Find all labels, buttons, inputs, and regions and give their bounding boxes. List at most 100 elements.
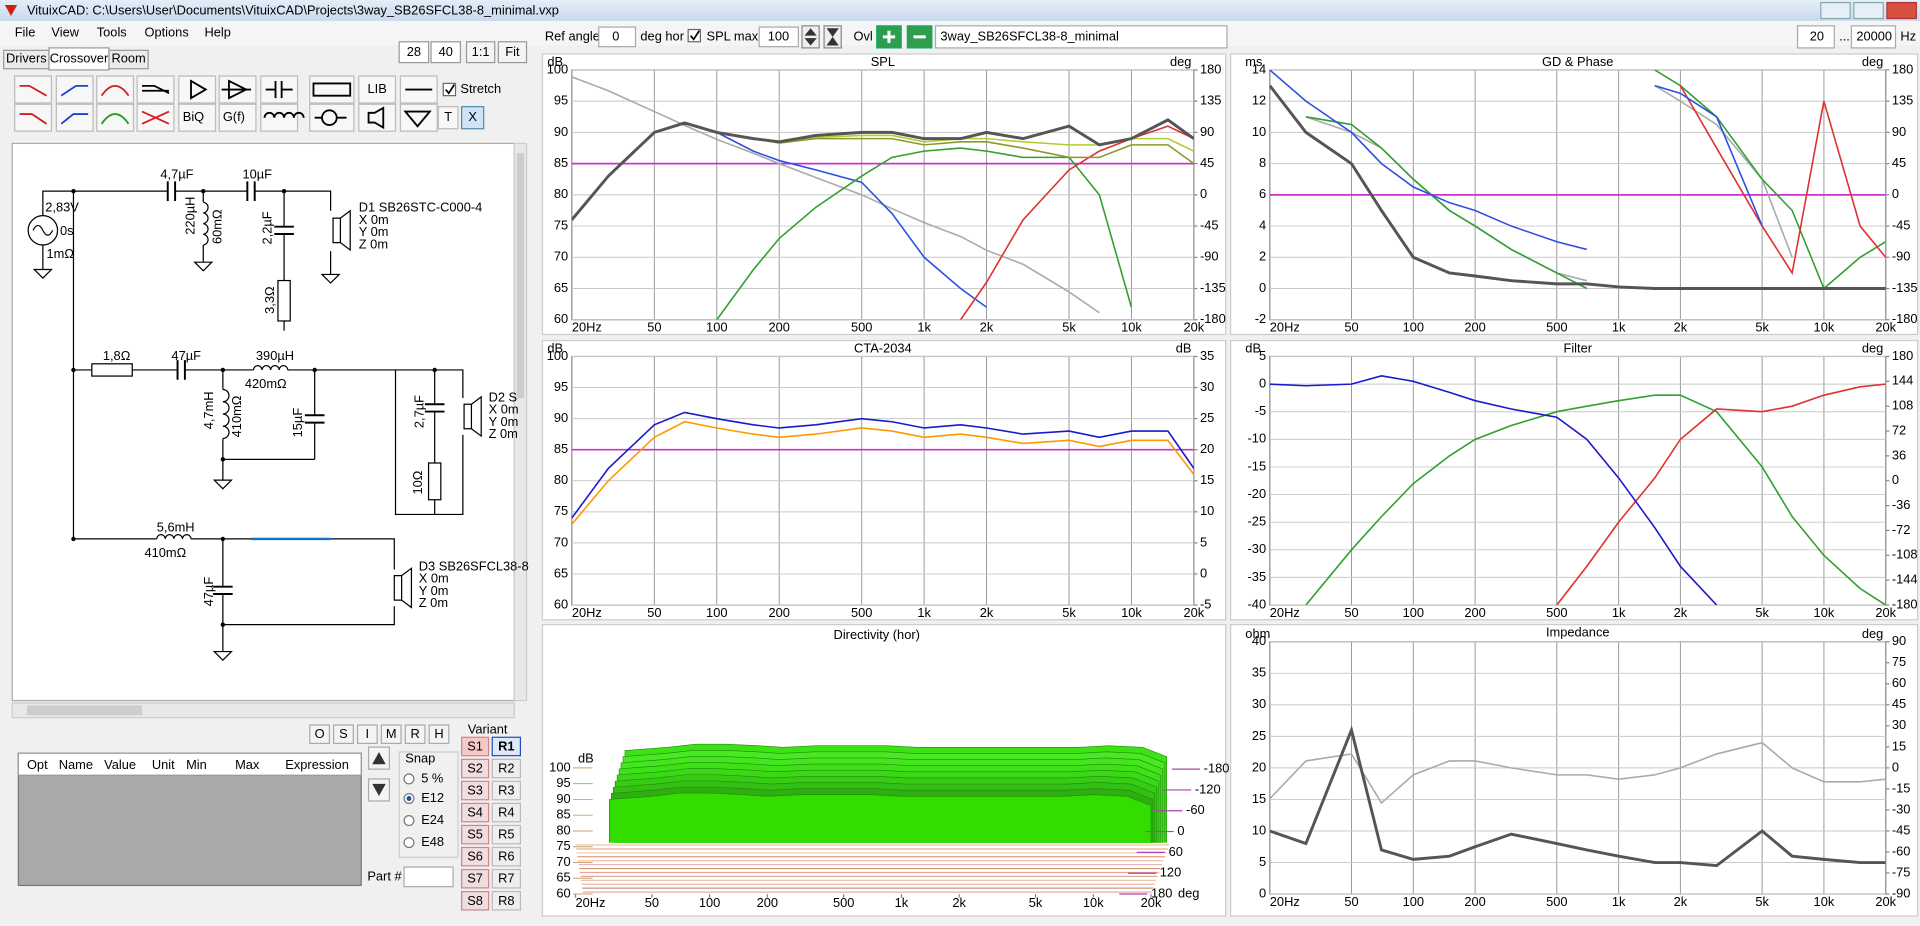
zoom-input[interactable] [430,41,462,64]
radio[interactable] [403,773,415,785]
variant-s[interactable] [461,890,490,911]
flag-label[interactable]: O [315,726,325,741]
spl-max-input[interactable] [758,26,799,48]
f-min[interactable]: 20 [1810,28,1824,43]
variant-r[interactable] [491,802,522,823]
tool-button[interactable] [309,75,355,104]
variant-r-label[interactable]: R7 [498,871,514,886]
project-input[interactable] [934,25,1228,49]
variant-r[interactable] [491,824,522,845]
tool-x[interactable]: X [468,109,477,124]
variant-s-label[interactable]: S6 [467,849,483,864]
spl-max-value[interactable]: 100 [768,28,789,43]
variant-r[interactable] [491,868,522,889]
variant-r[interactable] [491,758,522,779]
tool-button[interactable] [461,106,485,130]
tab[interactable] [108,49,149,70]
variant-s[interactable] [461,780,490,801]
tool-button[interactable] [178,75,217,104]
tool-button[interactable] [55,75,94,104]
zoom-button[interactable] [497,41,528,64]
variant-s-label[interactable]: S2 [467,761,483,776]
tool-button[interactable] [178,103,217,132]
variant-s[interactable] [461,868,490,889]
f-min-input[interactable] [1796,25,1835,49]
variant-r[interactable] [491,846,522,867]
flag-label[interactable]: R [410,726,419,741]
flag-label[interactable]: M [386,726,397,741]
variant-r-label[interactable]: R2 [498,761,514,776]
tool-biq[interactable]: BiQ [183,109,204,124]
h-scroll-thumb[interactable] [26,705,143,716]
tool-gf[interactable]: G(f) [223,109,245,124]
tool-button[interactable] [260,103,299,132]
radio[interactable] [403,837,415,849]
zoom-button-label[interactable]: 1:1 [472,44,490,59]
zoom-button[interactable] [465,41,496,64]
close-button[interactable] [1886,1,1917,20]
tool-button[interactable] [14,103,53,132]
variant-r-label[interactable]: R6 [498,849,514,864]
zoom-button-label[interactable]: Fit [505,44,520,59]
variant-s[interactable] [461,802,490,823]
part-input[interactable] [403,866,454,888]
variant-s-label[interactable]: S3 [467,783,483,798]
flag-label[interactable]: S [339,726,348,741]
schematic-canvas[interactable] [11,142,515,702]
flag-button[interactable] [380,724,402,745]
tool-t[interactable]: T [444,109,452,124]
radio[interactable] [403,815,415,827]
snap-option[interactable]: 5 % [421,770,443,785]
variant-s-label[interactable]: S7 [467,871,483,886]
ref-angle-value[interactable]: 0 [612,28,619,43]
tool-button[interactable] [358,103,397,132]
snap-option[interactable]: E24 [421,812,444,827]
flag-button[interactable] [356,724,378,745]
project-name[interactable]: 3way_SB26SFCL38-8_minimal [940,28,1118,43]
variant-r-label[interactable]: R8 [498,893,514,908]
v-scroll-thumb[interactable] [516,153,525,399]
zoom-value[interactable]: 40 [439,44,453,59]
variant-s-label[interactable]: S5 [467,827,483,842]
tool-button[interactable] [96,75,135,104]
menu-item[interactable]: View [51,25,79,40]
tab-label[interactable]: Drivers [6,50,47,65]
flag-button[interactable] [428,724,450,745]
tool-button[interactable] [55,103,94,132]
tab-label[interactable]: Room [111,50,145,65]
tool-button[interactable] [136,75,175,104]
tool-button[interactable] [399,103,438,132]
tool-button[interactable] [96,103,135,132]
variant-r-label[interactable]: R4 [498,805,514,820]
menu-item[interactable]: File [15,25,36,40]
variant-r-label[interactable]: R3 [498,783,514,798]
flag-label[interactable]: H [434,726,443,741]
f-max-input[interactable] [1850,25,1897,49]
flag-button[interactable] [404,724,426,745]
flag-button[interactable] [309,724,330,745]
snap-option[interactable]: E48 [421,834,444,849]
f-max[interactable]: 20000 [1856,28,1892,43]
variant-s[interactable] [461,824,490,845]
tool-lib[interactable]: LIB [368,81,387,96]
flag-label[interactable]: I [366,726,370,741]
ref-angle-input[interactable] [598,26,637,48]
variant-r-label[interactable]: R1 [498,738,514,753]
zoom-value[interactable]: 28 [407,44,421,59]
zoom-input[interactable] [398,41,430,64]
snap-option[interactable]: E12 [421,790,444,805]
variant-r[interactable] [491,890,522,911]
variant-s-label[interactable]: S8 [467,893,483,908]
menu-item[interactable]: Tools [97,25,127,40]
spl-up-down[interactable] [801,25,820,49]
variant-s-label[interactable]: S4 [467,805,483,820]
tool-button[interactable] [14,75,53,104]
flag-button[interactable] [333,724,354,745]
variant-s[interactable] [461,736,490,757]
variant-r[interactable] [491,780,522,801]
variant-r-label[interactable]: R5 [498,827,514,842]
variant-r[interactable] [491,736,522,757]
minimize-button[interactable] [1820,1,1851,20]
variant-s[interactable] [461,846,490,867]
tab-label[interactable]: Crossover [50,50,109,65]
